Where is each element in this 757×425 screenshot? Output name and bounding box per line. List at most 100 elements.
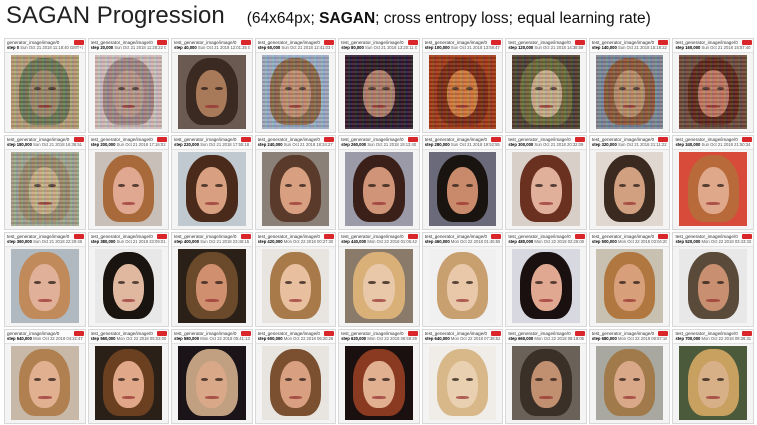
sample-card[interactable]: generator_image/image/0 step 540,000 Mon …: [4, 329, 86, 424]
close-icon[interactable]: [240, 234, 251, 239]
sample-card[interactable]: test_generator_image/image/0 step 560,000…: [87, 329, 170, 424]
close-icon[interactable]: [742, 331, 752, 336]
sample-card[interactable]: generator_image/image/0 step 0 Sun Oct 21…: [4, 38, 86, 133]
close-icon[interactable]: [574, 40, 585, 45]
close-icon[interactable]: [491, 331, 502, 336]
sample-card[interactable]: test_generator_image/image/0 step 280,000…: [421, 135, 504, 230]
close-icon[interactable]: [73, 137, 84, 142]
sample-card[interactable]: test_generator_image/image/0 step 240,000…: [254, 135, 337, 230]
sample-card[interactable]: test_generator_image/image/0 step 140,000…: [588, 38, 671, 133]
card-header: test_generator_image/image/0 step 60,000 …: [255, 39, 336, 53]
face-mouth: [288, 201, 303, 205]
close-icon[interactable]: [574, 331, 585, 336]
close-icon[interactable]: [324, 137, 335, 142]
close-icon[interactable]: [658, 40, 669, 45]
card-timestamp: Sun Oct 21 2018 15:18:22 GMT+1100 (Austr…: [617, 45, 667, 50]
close-icon[interactable]: [157, 331, 168, 336]
sample-card[interactable]: test_generator_image/image/0 step 640,000…: [421, 329, 504, 424]
face-skin: [112, 69, 144, 118]
sample-card[interactable]: test_generator_image/image/0 step 120,000…: [505, 38, 587, 133]
close-icon[interactable]: [658, 234, 669, 239]
sample-card[interactable]: test_generator_image/image/0 step 360,000…: [4, 232, 86, 327]
face-skin: [363, 360, 395, 409]
face-mouth: [121, 201, 136, 205]
card-header: test_generator_image/image/0 step 340,000…: [673, 136, 753, 150]
close-icon[interactable]: [73, 234, 84, 239]
card-tag: test_generator_image/image/0: [90, 331, 153, 336]
sample-card[interactable]: test_generator_image/image/0 step 40,000 …: [171, 38, 253, 133]
close-icon[interactable]: [73, 40, 84, 45]
sample-card[interactable]: test_generator_image/image/0 step 20,000 …: [87, 38, 170, 133]
card-step: step 80,000: [341, 45, 364, 50]
card-header: generator_image/image/0 step 540,000 Mon …: [5, 330, 85, 344]
sample-card[interactable]: test_generator_image/image/0 step 520,000…: [672, 232, 754, 327]
close-icon[interactable]: [407, 40, 418, 45]
sample-card[interactable]: test_generator_image/image/0 step 680,000…: [588, 329, 671, 424]
close-icon[interactable]: [240, 40, 251, 45]
sample-card[interactable]: test_generator_image/image/0 step 480,000…: [505, 232, 587, 327]
close-icon[interactable]: [407, 331, 418, 336]
sample-card[interactable]: test_generator_image/image/0 step 600,000…: [254, 329, 337, 424]
sample-card[interactable]: test_generator_image/image/0 step 420,000…: [254, 232, 337, 327]
sample-card[interactable]: test_generator_image/image/0 step 320,000…: [588, 135, 671, 230]
sample-card[interactable]: test_generator_image/image/0 step 700,000…: [672, 329, 754, 424]
close-icon[interactable]: [491, 40, 502, 45]
face-eye-right: [633, 86, 641, 90]
card-meta: step 80,000 Sun Oct 21 2018 13:20:11 GMT…: [341, 45, 417, 50]
close-icon[interactable]: [574, 137, 585, 142]
close-icon[interactable]: [658, 331, 669, 336]
close-icon[interactable]: [240, 137, 251, 142]
sample-card[interactable]: test_generator_image/image/0 step 580,000…: [171, 329, 253, 424]
close-icon[interactable]: [742, 234, 752, 239]
sample-card[interactable]: test_generator_image/image/0 step 460,000…: [421, 232, 504, 327]
sample-card[interactable]: test_generator_image/image/0 step 380,000…: [87, 232, 170, 327]
card-header: test_generator_image/image/0 step 480,000…: [506, 233, 586, 247]
generated-face-image: [512, 152, 580, 226]
sample-card[interactable]: test_generator_image/image/0 step 340,000…: [672, 135, 754, 230]
close-icon[interactable]: [658, 137, 669, 142]
close-icon[interactable]: [407, 234, 418, 239]
close-icon[interactable]: [240, 331, 251, 336]
sample-card[interactable]: test_generator_image/image/0 step 440,000…: [338, 232, 420, 327]
close-icon[interactable]: [742, 40, 752, 45]
sample-card[interactable]: test_generator_image/image/0 step 180,000…: [4, 135, 86, 230]
sample-card[interactable]: test_generator_image/image/0 step 260,000…: [338, 135, 420, 230]
sample-card[interactable]: test_generator_image/image/0 step 620,000…: [338, 329, 420, 424]
close-icon[interactable]: [324, 331, 335, 336]
generated-face-image: [428, 152, 497, 226]
sample-card[interactable]: test_generator_image/image/0 step 100,000…: [421, 38, 504, 133]
card-tag: test_generator_image/image/0: [591, 234, 655, 239]
sample-card[interactable]: test_generator_image/image/0 step 220,000…: [171, 135, 253, 230]
sample-card[interactable]: test_generator_image/image/0 step 200,000…: [87, 135, 170, 230]
generated-face-image: [512, 249, 580, 323]
sample-card[interactable]: test_generator_image/image/0 step 160,000…: [672, 38, 754, 133]
sample-card[interactable]: test_generator_image/image/0 step 500,000…: [588, 232, 671, 327]
close-icon[interactable]: [491, 137, 502, 142]
card-header: test_generator_image/image/0 step 220,000…: [172, 136, 252, 150]
close-icon[interactable]: [157, 234, 168, 239]
close-icon[interactable]: [324, 234, 335, 239]
face-skin: [447, 360, 479, 409]
close-icon[interactable]: [574, 234, 585, 239]
sample-card[interactable]: test_generator_image/image/0 step 300,000…: [505, 135, 587, 230]
sample-card[interactable]: test_generator_image/image/0 step 660,000…: [505, 329, 587, 424]
face-eye-left: [33, 183, 42, 187]
close-icon[interactable]: [157, 40, 168, 45]
close-icon[interactable]: [324, 40, 335, 45]
sample-card[interactable]: test_generator_image/image/0 step 400,000…: [171, 232, 253, 327]
face-mouth: [622, 201, 637, 205]
close-icon[interactable]: [491, 234, 502, 239]
close-icon[interactable]: [742, 137, 752, 142]
close-icon[interactable]: [407, 137, 418, 142]
card-meta: step 560,000 Mon Oct 22 2018 05:02:00 GM…: [91, 336, 167, 341]
card-meta: step 200,000 Sun Oct 21 2018 17:16:02 GM…: [91, 142, 167, 147]
close-icon[interactable]: [157, 137, 168, 142]
face-mouth: [372, 298, 386, 302]
card-timestamp: Sun Oct 21 2018 20:32:09 GMT+1100 (Austr…: [534, 142, 584, 147]
sample-card[interactable]: test_generator_image/image/0 step 80,000 …: [338, 38, 420, 133]
face-eye-right: [633, 377, 641, 381]
close-icon[interactable]: [73, 331, 84, 336]
card-meta: step 380,000 Sun Oct 21 2018 23:09:01 GM…: [91, 239, 167, 244]
face-eye-left: [33, 86, 42, 90]
sample-card[interactable]: test_generator_image/image/0 step 60,000 …: [254, 38, 337, 133]
